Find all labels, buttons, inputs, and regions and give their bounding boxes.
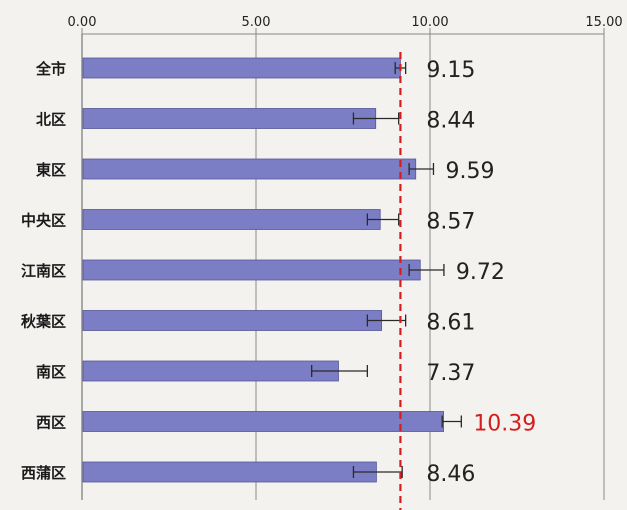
bar (82, 411, 444, 432)
value-label: 8.57 (426, 210, 475, 235)
category-label: 西区 (36, 414, 66, 432)
value-label: 10.39 (473, 412, 536, 437)
x-tick-label: 0.00 (68, 15, 97, 30)
x-tick-label: 10.00 (411, 15, 448, 30)
category-label: 北区 (36, 111, 66, 129)
x-tick-label: 15.00 (585, 15, 622, 30)
value-label: 9.59 (445, 159, 494, 184)
category-label: 西蒲区 (21, 464, 66, 482)
bar (82, 461, 377, 483)
category-label: 江南区 (21, 262, 66, 280)
value-label: 7.37 (426, 361, 475, 386)
value-label: 8.61 (426, 311, 475, 336)
x-tick-label: 5.00 (242, 15, 271, 30)
value-label: 9.15 (426, 58, 475, 83)
bar (82, 108, 377, 129)
category-label: 中央区 (21, 212, 66, 230)
value-label: 9.72 (456, 260, 505, 285)
bar (82, 259, 421, 281)
category-label: 南区 (36, 363, 66, 381)
bar (82, 310, 383, 331)
category-label: 東区 (36, 161, 66, 179)
value-label: 8.46 (426, 462, 475, 487)
bar (82, 158, 417, 180)
category-label: 全市 (35, 60, 66, 78)
bar (82, 209, 381, 230)
value-label: 8.44 (426, 109, 475, 134)
category-label: 秋葉区 (21, 313, 66, 331)
bar (82, 360, 339, 382)
bar (82, 57, 401, 79)
